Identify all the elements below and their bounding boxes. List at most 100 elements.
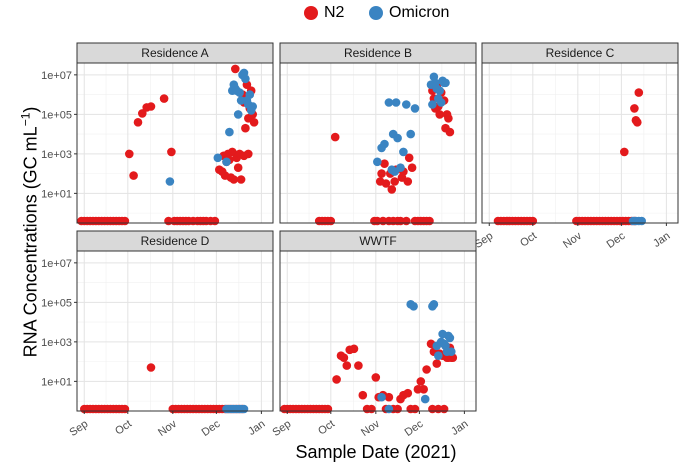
legend-label-n2: N2 (324, 4, 345, 21)
panel-background-residence-b (280, 63, 476, 223)
y-tick-label: 1e+01 (41, 376, 72, 388)
data-point-omicron (233, 110, 243, 119)
data-point-n2 (233, 163, 243, 172)
data-point-omicron (239, 404, 249, 414)
panel-border-residence-d (76, 250, 274, 412)
x-tick-label: Dec (605, 230, 628, 251)
data-point-omicron (373, 157, 382, 167)
legend: N2 Omicron (0, 0, 685, 30)
series-omicron-residence-b (373, 72, 450, 176)
data-point-omicron (435, 86, 445, 95)
data-point-omicron (637, 216, 646, 226)
legend-swatch-n2 (304, 6, 318, 20)
data-point-n2 (332, 375, 341, 384)
data-point-n2 (146, 102, 156, 111)
data-point-omicron (245, 90, 255, 99)
legend-swatch-omicron (369, 6, 383, 20)
data-point-n2 (404, 153, 414, 163)
data-point-omicron (225, 127, 234, 137)
panel-title-wwtf: WWTF (359, 234, 396, 248)
panel-title-residence-c: Residence C (546, 46, 615, 60)
data-point-omicron (165, 177, 175, 186)
data-point-omicron (248, 102, 257, 111)
data-point-n2 (403, 177, 413, 186)
series-omicron-residence-a (165, 68, 257, 186)
data-point-omicron (428, 100, 437, 109)
data-point-n2 (435, 110, 445, 119)
y-tick-label: 1e+05 (41, 109, 72, 121)
x-tick-label: Nov (359, 418, 382, 439)
data-point-n2 (231, 64, 240, 74)
data-point-n2 (402, 216, 411, 226)
y-tick-label: 1e+07 (41, 70, 72, 82)
panel-border-residence-b (279, 62, 477, 224)
data-point-n2 (354, 361, 363, 370)
data-point-n2 (633, 118, 642, 127)
data-point-n2 (330, 132, 340, 142)
data-point-omicron (222, 157, 231, 167)
data-point-n2 (349, 344, 359, 354)
data-point-n2 (326, 216, 336, 226)
data-point-n2 (439, 404, 449, 414)
x-tick-label: Sep (67, 418, 90, 439)
data-point-omicron (384, 404, 394, 414)
data-point-omicron (410, 104, 420, 113)
series-omicron-residence-c (628, 216, 646, 226)
data-point-omicron (420, 394, 430, 404)
data-point-omicron (241, 74, 250, 84)
x-tick-label: Dec (403, 418, 426, 439)
legend-item-n2: N2 (304, 3, 344, 23)
data-point-n2 (358, 390, 368, 400)
data-point-n2 (384, 392, 394, 402)
data-point-n2 (367, 404, 376, 414)
panel-background-residence-c (482, 63, 678, 223)
panel-title-residence-d: Residence D (141, 234, 210, 248)
data-point-n2 (244, 149, 253, 159)
data-point-n2 (416, 377, 426, 386)
x-tick-label: Oct (113, 418, 134, 438)
x-tick-label: Jan (246, 418, 267, 438)
data-point-omicron (447, 347, 456, 357)
y-tick-label: 1e+07 (41, 258, 72, 270)
panel-background-wwtf (280, 251, 476, 411)
data-point-omicron (436, 98, 446, 107)
data-point-omicron (445, 333, 455, 343)
x-tick-label: Jan (449, 418, 470, 438)
series-omicron-residence-d (222, 404, 249, 414)
x-tick-label: Jan (651, 230, 672, 250)
data-point-n2 (229, 175, 239, 184)
y-axis-title-main: RNA Concentrations (GC mL (20, 126, 41, 358)
data-point-n2 (380, 159, 389, 168)
data-point-omicron (402, 100, 411, 109)
y-tick-label: 1e+03 (41, 337, 72, 349)
data-point-n2 (444, 114, 453, 123)
data-point-n2 (249, 118, 259, 127)
series-omicron-wwtf (377, 300, 456, 414)
data-point-n2 (342, 361, 352, 370)
data-point-omicron (406, 129, 416, 139)
panel-residence-d: Residence D 1e+01 1e+03 1e+05 1e+07 Sep Oct Nov… (41, 230, 274, 439)
panel-background-residence-d (77, 251, 273, 411)
legend-label-omicron: Omicron (389, 4, 450, 21)
data-point-n2 (393, 404, 402, 414)
data-point-n2 (129, 171, 138, 180)
data-point-omicron (235, 88, 244, 97)
data-point-n2 (387, 185, 397, 194)
y-tick-label: 1e+01 (41, 188, 72, 200)
y-axis-title: RNA Concentrations (GC mL−1) (19, 107, 42, 358)
x-tick-label: Oct (316, 418, 337, 438)
data-point-n2 (371, 373, 381, 382)
data-point-omicron (429, 300, 439, 309)
data-point-omicron (391, 98, 401, 107)
panel-wwtf: WWTF Sep Oct Nov Dec Jan (270, 230, 477, 439)
data-point-n2 (377, 169, 386, 178)
data-point-n2 (339, 353, 349, 363)
data-point-n2 (120, 216, 130, 226)
data-point-omicron (393, 133, 402, 143)
data-point-n2 (390, 177, 400, 186)
data-point-n2 (403, 388, 413, 398)
data-point-n2 (133, 118, 143, 127)
data-point-n2 (210, 216, 220, 226)
